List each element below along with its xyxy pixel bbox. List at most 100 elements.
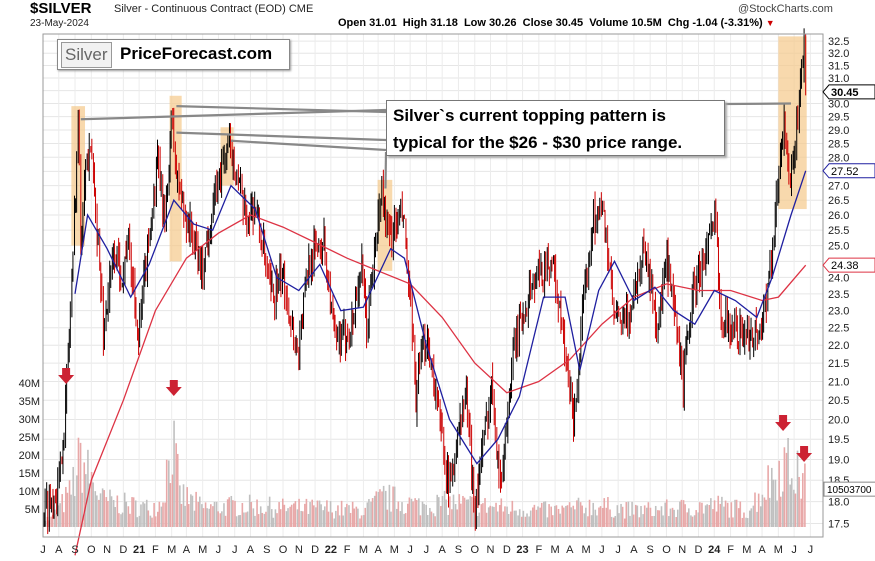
volume-bar: [327, 511, 330, 527]
volume-bar: [752, 505, 755, 527]
volume-bar: [176, 453, 179, 527]
volume-bar: [500, 498, 503, 527]
volume-bar: [407, 503, 409, 527]
time-tick-label: J: [599, 544, 605, 556]
volume-bar: [774, 479, 777, 527]
volume-bar: [289, 506, 291, 527]
volume-bar: [202, 508, 205, 527]
volume-bar: [90, 471, 93, 527]
volume-bar: [665, 499, 668, 527]
volume-bar: [132, 497, 135, 527]
volume-bar: [335, 510, 337, 527]
volume-bar: [526, 513, 528, 527]
volume-bar: [495, 502, 497, 527]
time-tick-label: O: [470, 544, 479, 556]
volume-bar: [574, 509, 576, 527]
volume-bar: [664, 502, 666, 527]
volume-bar: [418, 498, 420, 527]
volume-bar: [340, 500, 343, 527]
volume-bar: [651, 516, 653, 527]
volume-tick-label: 35M: [19, 396, 40, 408]
volume-bar: [643, 505, 646, 527]
volume-bar: [721, 496, 723, 527]
volume-bar: [164, 502, 166, 527]
volume-bar: [649, 507, 652, 527]
volume-bar: [625, 502, 628, 527]
volume-bar: [726, 502, 729, 527]
logo-silver-part: Silver: [61, 42, 112, 68]
annotation-line-2: typical for the $26 - $30 price range.: [393, 133, 683, 152]
volume-bar: [182, 484, 185, 527]
time-tick-label: A: [55, 544, 63, 556]
volume-bar: [112, 500, 115, 527]
volume-bar: [195, 491, 197, 527]
volume-bar: [750, 508, 753, 527]
volume-bar: [140, 504, 142, 527]
volume-bar: [57, 505, 60, 527]
volume-bar: [226, 499, 229, 527]
time-tick-label: F: [152, 544, 159, 556]
volume-bar: [237, 515, 240, 527]
volume-bar: [449, 496, 451, 527]
topping-highlight-box: [778, 36, 807, 210]
volume-bar: [410, 498, 413, 527]
volume-bar: [384, 490, 387, 527]
volume-bar: [735, 499, 738, 527]
volume-bar: [451, 509, 453, 527]
volume-bar: [728, 517, 731, 527]
volume-bar: [640, 506, 642, 527]
volume-bar: [94, 491, 97, 527]
time-tick-label: S: [647, 544, 654, 556]
volume-bar: [618, 513, 620, 527]
volume-bar: [743, 512, 745, 527]
time-tick-label: O: [87, 544, 96, 556]
volume-bar: [142, 502, 144, 527]
volume-bar: [800, 498, 803, 527]
volume-bar: [673, 509, 675, 527]
volume-bar: [259, 506, 262, 527]
volume-bar: [127, 506, 130, 527]
volume-tag-box: [823, 481, 875, 497]
volume-bar: [217, 511, 219, 527]
volume-bar: [125, 501, 128, 527]
volume-bar: [375, 491, 378, 527]
down-arrow-marker: [165, 380, 182, 396]
price-tick-label: 29.5: [828, 112, 849, 124]
volume-bar: [145, 499, 148, 527]
volume-bar: [419, 515, 422, 527]
price-tick-label: 26.0: [828, 210, 849, 222]
volume-bar: [316, 500, 319, 527]
callout-pointer-line: [176, 105, 387, 114]
volume-bar: [757, 493, 760, 527]
volume-bar: [783, 447, 786, 527]
volume-bar: [581, 505, 583, 527]
volume-bar: [594, 509, 597, 527]
volume-bar: [254, 515, 256, 527]
volume-bar: [443, 490, 446, 527]
volume-bar: [458, 494, 461, 527]
price-tag-ma_long: 24.38: [822, 257, 875, 273]
volume-tick-label: 10M: [19, 486, 40, 498]
time-tick-label: J: [216, 544, 222, 556]
price-tick-label: 20.5: [828, 395, 849, 407]
volume-bar: [675, 517, 678, 527]
volume-bar: [197, 501, 200, 527]
volume-bar: [471, 496, 473, 527]
volume-bar: [123, 492, 126, 527]
price-tag-ma_short: 27.52: [822, 163, 875, 179]
volume-bar: [715, 511, 718, 527]
volume-bar: [621, 506, 624, 527]
volume-bar: [776, 500, 778, 527]
volume-bar: [434, 516, 436, 527]
volume-bar: [767, 465, 769, 527]
volume-bar: [298, 498, 300, 527]
volume-bar: [116, 495, 119, 527]
volume-bar: [695, 510, 697, 527]
price-tick-label: 28.0: [828, 152, 849, 164]
volume-bar: [168, 460, 170, 527]
volume-bar: [109, 489, 111, 527]
callout-pointer-lines: [80, 102, 791, 189]
price-tick-label: 22.0: [828, 340, 849, 352]
volume-bar: [701, 502, 703, 527]
volume-bar: [432, 513, 435, 527]
